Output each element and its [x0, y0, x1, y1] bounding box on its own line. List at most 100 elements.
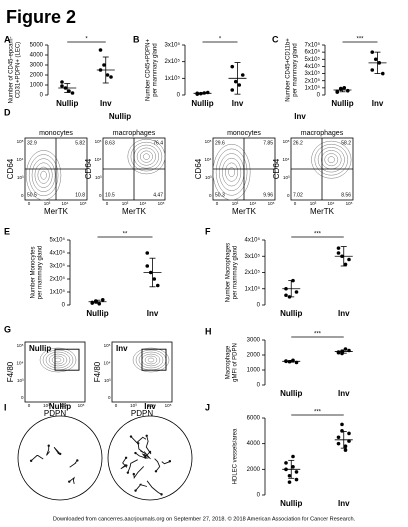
vessel	[146, 480, 162, 495]
vessel	[68, 476, 75, 484]
y-tick-label: 3x10⁵	[50, 263, 66, 270]
quadrant-value: 9.96	[263, 192, 273, 198]
y-tick-label: 4000	[247, 441, 261, 447]
x-axis-label: MerTK	[122, 207, 147, 216]
vessel-node	[129, 435, 133, 438]
y-tick-label: 1000	[30, 83, 44, 89]
quadrant-value: 76.4	[153, 140, 163, 146]
data-point	[145, 251, 150, 255]
y-tick-label: 10³	[205, 175, 212, 180]
vessel	[30, 455, 44, 462]
gate	[54, 348, 80, 371]
y-tick-label: 2x10⁵	[165, 58, 181, 65]
y-tick-label: 4000	[30, 53, 44, 59]
y-tick-label: 0	[209, 193, 212, 198]
x-tick-label: Inv	[338, 309, 350, 318]
y-tick-label: 10⁴	[104, 361, 111, 366]
contour	[31, 158, 56, 192]
x-tick-label: Nullip	[280, 309, 302, 318]
data-point	[237, 83, 242, 87]
y-tick-label: 10⁴	[205, 157, 212, 162]
y-axis-label: gMFI of PDPN	[233, 343, 239, 382]
data-point	[240, 73, 245, 77]
data-point	[294, 470, 299, 474]
contour	[228, 167, 235, 178]
y-tick-label: 0	[40, 93, 44, 99]
y-tick-label: 10³	[95, 175, 102, 180]
panel-letter: D	[4, 107, 11, 117]
y-tick-label: 2x10⁵	[245, 269, 261, 276]
quadrant-value: 10.8	[75, 192, 85, 198]
x-tick-label: Nullip	[331, 99, 353, 108]
y-tick-label: 10³	[283, 175, 290, 180]
significance: ***	[314, 332, 322, 338]
y-tick-label: 1x10⁵	[165, 75, 181, 82]
contour	[130, 141, 163, 172]
y-tick-label: 10⁴	[283, 157, 290, 162]
data-point	[205, 90, 210, 95]
vessel-node	[168, 459, 172, 463]
y-tick-label: 10⁵	[17, 139, 24, 144]
data-point	[145, 264, 150, 268]
quadrant-value: 7.85	[263, 140, 273, 146]
vessel	[154, 458, 161, 472]
footer: Downloaded from cancerres.aacrjournals.o…	[53, 515, 356, 522]
x-tick-label: 0	[28, 403, 31, 408]
x-tick-label: 0	[216, 201, 219, 206]
data-point	[230, 88, 235, 92]
contour	[136, 147, 156, 166]
data-point	[294, 290, 299, 294]
y-axis-label: per mammary gland	[153, 43, 159, 96]
data-point	[105, 73, 110, 77]
y-tick-label: 1x10⁵	[305, 84, 321, 91]
x-tick-label: 10⁵	[268, 201, 275, 206]
x-tick-label: 0	[28, 201, 31, 206]
data-point	[343, 262, 348, 267]
contour	[225, 162, 239, 182]
x-tick-label: 10³	[122, 201, 129, 206]
contour	[132, 347, 170, 373]
significance: ***	[356, 37, 364, 43]
y-tick-label: 0	[257, 303, 261, 309]
vessel-node	[134, 489, 137, 492]
x-tick-label: Inv	[147, 309, 159, 318]
y-tick-label: 5000	[30, 43, 44, 49]
panel-letter: H	[205, 326, 212, 336]
y-tick-label: 10³	[104, 378, 111, 383]
x-axis-label: PDPN	[131, 409, 153, 418]
y-tick-label: 0	[21, 193, 24, 198]
contour	[327, 156, 335, 164]
panel-letter: A	[4, 34, 11, 44]
group-label: Inv	[294, 112, 306, 121]
y-axis-label: per mammary gland	[38, 246, 44, 299]
gate-label: monocytes	[39, 130, 73, 137]
y-tick-label: 3x10⁵	[245, 253, 261, 260]
x-tick-label: 10⁵	[158, 201, 165, 206]
gate-label: macrophages	[113, 130, 156, 137]
contour	[324, 153, 339, 167]
significance: *	[85, 37, 88, 43]
contour	[218, 153, 245, 191]
contour	[39, 347, 77, 373]
y-tick-label: 10⁵	[104, 343, 111, 348]
y-tick-label: 0	[99, 193, 102, 198]
contour	[212, 143, 251, 201]
y-tick-label: 0	[257, 493, 261, 499]
data-point	[60, 84, 64, 88]
significance: **	[123, 232, 128, 238]
y-tick-label: 6000	[247, 416, 261, 422]
y-tick-label: 10⁴	[17, 361, 24, 366]
gate-label: macrophages	[301, 130, 344, 137]
vessel-node	[145, 434, 148, 437]
x-tick-label: 10⁵	[80, 201, 87, 206]
tissue-image	[17, 415, 103, 501]
vessel-node	[29, 459, 33, 463]
x-tick-label: Nullip	[280, 499, 302, 508]
data-point	[340, 422, 344, 427]
y-axis-label: CD64	[194, 158, 203, 179]
data-point	[67, 89, 71, 93]
contour	[215, 148, 248, 196]
data-point	[347, 257, 351, 262]
group-label: Inv	[144, 402, 156, 411]
x-axis-label: MerTK	[310, 207, 335, 216]
